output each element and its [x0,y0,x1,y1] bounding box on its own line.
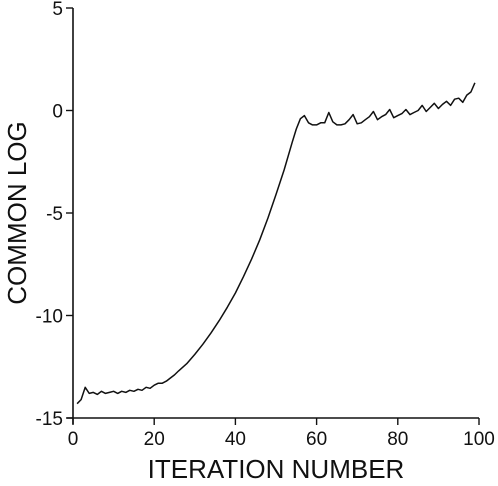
x-tick-label: 0 [68,429,79,450]
y-tick-label: -5 [46,204,63,225]
x-tick-label: 80 [387,429,408,450]
x-tick-label: 20 [144,429,165,450]
x-tick-label: 60 [306,429,327,450]
y-tick-label: 0 [52,102,63,123]
x-axis-title: ITERATION NUMBER [148,454,405,484]
x-tick-label: 100 [463,429,495,450]
y-tick-label: -10 [36,307,63,328]
y-tick-label: 5 [52,0,63,20]
y-tick-label: -15 [36,409,63,430]
x-tick-label: 40 [225,429,246,450]
y-axis-title: COMMON LOG [2,121,32,304]
tick-labels: 0 20 40 60 80 100 5 0 -5 -10 -15 [36,0,495,450]
ticks [66,7,480,425]
axes [67,8,479,424]
series-line [76,82,476,405]
series [76,82,476,405]
